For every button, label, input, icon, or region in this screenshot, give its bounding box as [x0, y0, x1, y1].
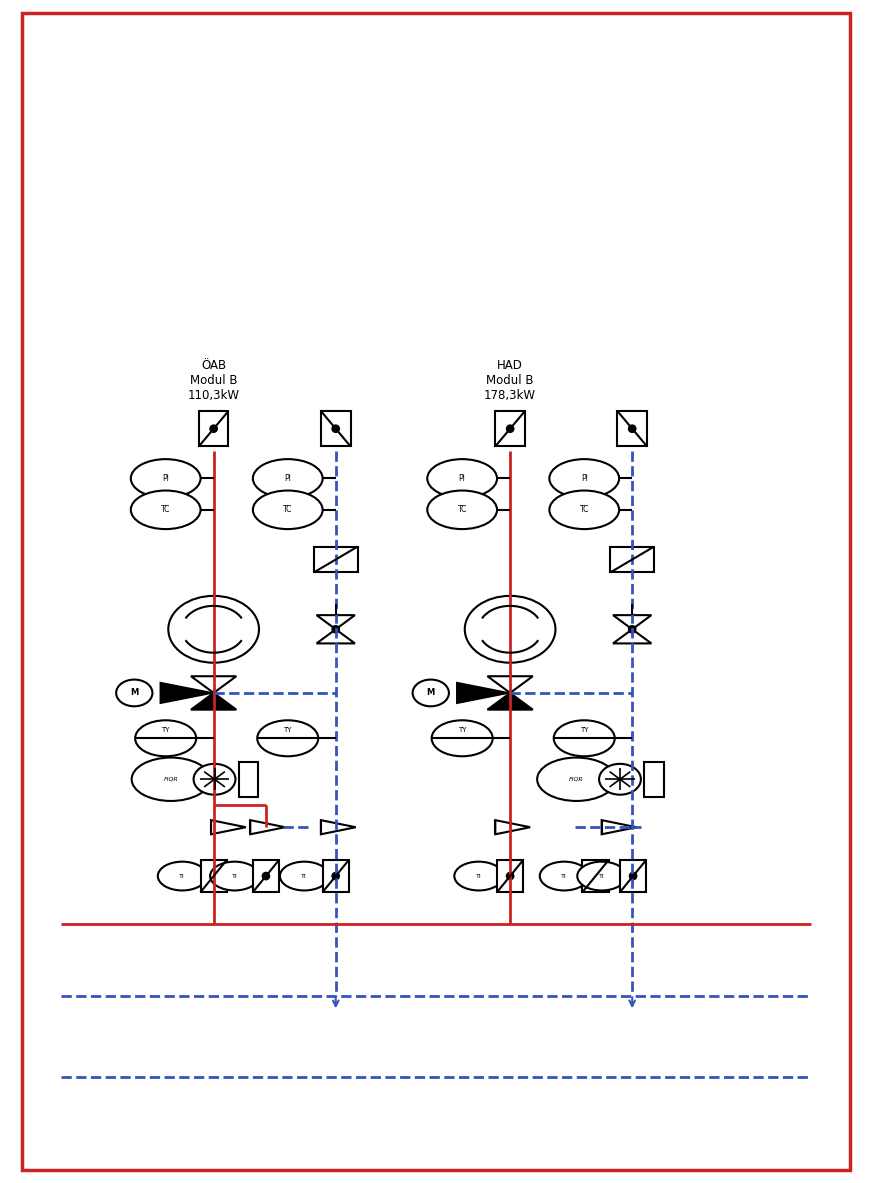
Bar [610, 547, 654, 573]
Circle shape [262, 872, 270, 880]
Circle shape [331, 425, 340, 433]
Ellipse shape [135, 720, 196, 756]
Circle shape [506, 425, 514, 433]
Text: TI: TI [302, 873, 307, 879]
Ellipse shape [540, 861, 589, 891]
Bar [314, 547, 358, 573]
Ellipse shape [537, 757, 616, 801]
Ellipse shape [465, 596, 555, 662]
Text: M: M [426, 689, 435, 698]
Polygon shape [457, 683, 508, 703]
Ellipse shape [131, 459, 201, 498]
Circle shape [506, 872, 514, 880]
Polygon shape [317, 629, 355, 644]
Circle shape [209, 872, 218, 880]
Circle shape [591, 872, 600, 880]
Ellipse shape [554, 720, 615, 756]
Ellipse shape [158, 861, 207, 891]
Text: TC: TC [283, 505, 292, 515]
Polygon shape [613, 629, 651, 644]
Bar [321, 411, 351, 446]
Polygon shape [191, 693, 236, 710]
Ellipse shape [280, 861, 329, 891]
Text: PI: PI [581, 474, 588, 483]
Ellipse shape [427, 459, 497, 498]
Ellipse shape [210, 861, 259, 891]
Ellipse shape [253, 491, 323, 529]
Circle shape [629, 872, 637, 880]
Polygon shape [321, 820, 356, 834]
Text: TI: TI [562, 873, 567, 879]
Text: TY: TY [283, 726, 292, 733]
Ellipse shape [599, 764, 641, 795]
Bar [620, 860, 646, 892]
Ellipse shape [168, 596, 259, 662]
Polygon shape [250, 820, 285, 834]
Ellipse shape [427, 491, 497, 529]
Bar [199, 411, 228, 446]
Ellipse shape [253, 459, 323, 498]
Ellipse shape [257, 720, 318, 756]
Text: FIQR: FIQR [164, 777, 178, 782]
Ellipse shape [549, 491, 619, 529]
Circle shape [628, 425, 637, 433]
Circle shape [209, 425, 218, 433]
Ellipse shape [194, 764, 235, 795]
Text: M: M [130, 689, 139, 698]
Text: TC: TC [161, 505, 170, 515]
Text: PI: PI [162, 474, 169, 483]
Text: TI: TI [599, 873, 604, 879]
Circle shape [331, 625, 340, 634]
Ellipse shape [132, 757, 210, 801]
Bar [644, 762, 664, 797]
Text: FIQR: FIQR [569, 777, 583, 782]
Polygon shape [487, 677, 533, 693]
Polygon shape [613, 615, 651, 629]
Text: TY: TY [580, 726, 589, 733]
Text: ÖAB
Modul B
110,3kW: ÖAB Modul B 110,3kW [187, 358, 240, 402]
Polygon shape [487, 693, 533, 710]
Polygon shape [160, 683, 211, 703]
Polygon shape [191, 677, 236, 693]
Bar [582, 860, 609, 892]
Text: PI: PI [284, 474, 291, 483]
Ellipse shape [412, 679, 449, 706]
Text: TI: TI [232, 873, 237, 879]
Ellipse shape [116, 679, 153, 706]
Polygon shape [211, 820, 246, 834]
Circle shape [628, 625, 637, 634]
Bar [239, 762, 258, 797]
Polygon shape [602, 820, 637, 834]
Ellipse shape [577, 861, 626, 891]
Ellipse shape [454, 861, 503, 891]
Polygon shape [495, 820, 530, 834]
Bar [253, 860, 279, 892]
Text: TI: TI [476, 873, 481, 879]
Bar [201, 860, 227, 892]
Ellipse shape [432, 720, 493, 756]
Text: HAD
Modul B
178,3kW: HAD Modul B 178,3kW [484, 358, 536, 402]
Ellipse shape [131, 491, 201, 529]
Bar [323, 860, 349, 892]
Text: PI: PI [459, 474, 466, 483]
Text: TI: TI [180, 873, 185, 879]
Text: TC: TC [580, 505, 589, 515]
Polygon shape [317, 615, 355, 629]
Text: TC: TC [458, 505, 467, 515]
Circle shape [331, 872, 340, 880]
Bar [497, 860, 523, 892]
Text: TY: TY [161, 726, 170, 733]
Text: TY: TY [458, 726, 467, 733]
Ellipse shape [549, 459, 619, 498]
Bar [495, 411, 525, 446]
Bar [617, 411, 647, 446]
